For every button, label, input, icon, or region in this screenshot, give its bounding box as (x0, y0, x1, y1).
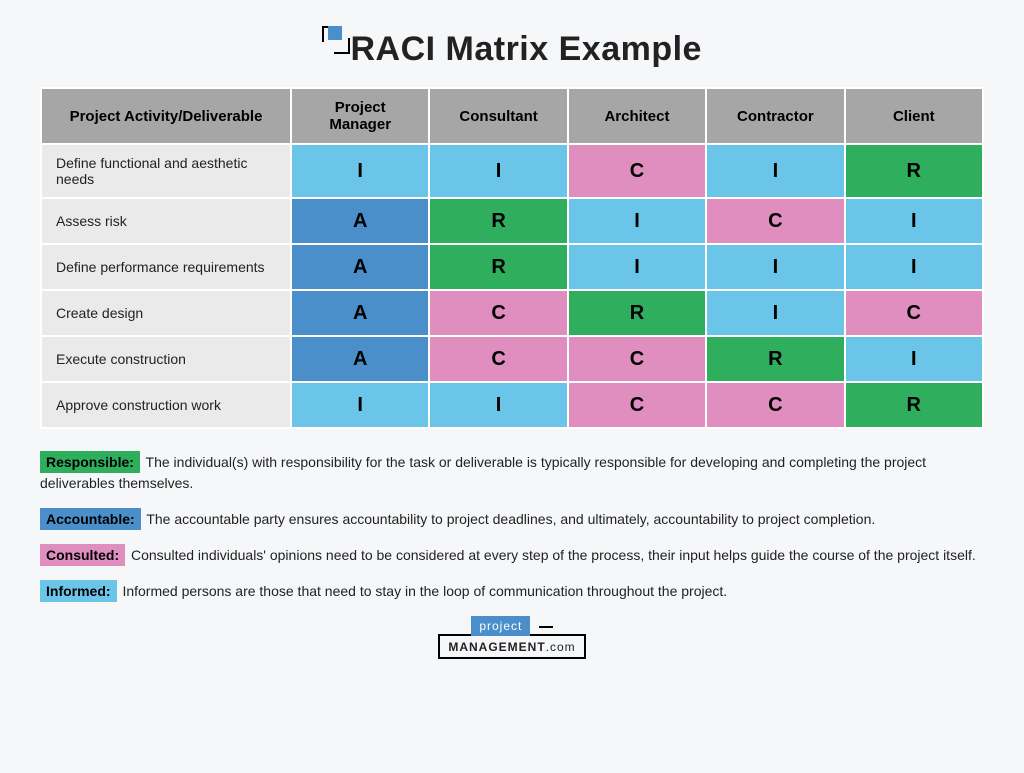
legend-item: Responsible: The individual(s) with resp… (40, 451, 984, 494)
legend-text: Informed persons are those that need to … (119, 583, 728, 599)
col-header-role: Architect (568, 88, 706, 144)
activity-cell: Create design (41, 290, 291, 336)
legend-tag: Informed: (40, 580, 117, 602)
legend-item: Informed: Informed persons are those tha… (40, 580, 984, 602)
legend-tag: Responsible: (40, 451, 140, 473)
raci-cell: C (568, 336, 706, 382)
raci-cell: C (845, 290, 983, 336)
raci-cell: A (291, 336, 429, 382)
raci-cell: R (429, 244, 567, 290)
raci-cell: C (429, 290, 567, 336)
raci-cell: I (706, 290, 844, 336)
logo-bottom-text: MANAGEMENT.com (438, 634, 585, 659)
legend-item: Consulted: Consulted individuals' opinio… (40, 544, 984, 566)
raci-cell: R (845, 144, 983, 198)
raci-cell: A (291, 198, 429, 244)
col-header-role: Contractor (706, 88, 844, 144)
raci-cell: I (845, 198, 983, 244)
table-row: Define functional and aesthetic needsIIC… (41, 144, 983, 198)
raci-cell: I (429, 382, 567, 428)
raci-cell: I (706, 244, 844, 290)
raci-cell: I (845, 244, 983, 290)
logo-top-text: project (471, 616, 530, 636)
activity-cell: Define performance requirements (41, 244, 291, 290)
raci-cell: C (706, 382, 844, 428)
raci-cell: I (568, 244, 706, 290)
col-header-role: Consultant (429, 88, 567, 144)
activity-cell: Execute construction (41, 336, 291, 382)
raci-cell: I (706, 144, 844, 198)
table-row: Assess riskARICI (41, 198, 983, 244)
activity-cell: Approve construction work (41, 382, 291, 428)
table-header-row: Project Activity/DeliverableProject Mana… (41, 88, 983, 144)
activity-cell: Assess risk (41, 198, 291, 244)
legend-tag: Accountable: (40, 508, 141, 530)
legend: Responsible: The individual(s) with resp… (40, 451, 984, 602)
page-title: RACI Matrix Example (350, 30, 702, 69)
col-header-activity: Project Activity/Deliverable (41, 88, 291, 144)
raci-cell: I (845, 336, 983, 382)
raci-cell: I (568, 198, 706, 244)
raci-cell: C (706, 198, 844, 244)
raci-cell: R (845, 382, 983, 428)
legend-text: The accountable party ensures accountabi… (143, 511, 876, 527)
activity-cell: Define functional and aesthetic needs (41, 144, 291, 198)
raci-cell: I (291, 382, 429, 428)
col-header-role: Project Manager (291, 88, 429, 144)
legend-text: Consulted individuals' opinions need to … (127, 547, 976, 563)
raci-cell: R (706, 336, 844, 382)
raci-cell: I (291, 144, 429, 198)
table-row: Define performance requirementsARIII (41, 244, 983, 290)
legend-tag: Consulted: (40, 544, 125, 566)
table-row: Create designACRIC (41, 290, 983, 336)
table-row: Execute constructionACCRI (41, 336, 983, 382)
raci-cell: C (568, 144, 706, 198)
legend-item: Accountable: The accountable party ensur… (40, 508, 984, 530)
raci-cell: C (429, 336, 567, 382)
raci-cell: A (291, 290, 429, 336)
table-row: Approve construction workIICCR (41, 382, 983, 428)
raci-cell: I (429, 144, 567, 198)
footer-logo: project MANAGEMENT.com (40, 616, 984, 659)
col-header-role: Client (845, 88, 983, 144)
raci-cell: C (568, 382, 706, 428)
table-body: Define functional and aesthetic needsIIC… (41, 144, 983, 428)
raci-cell: R (429, 198, 567, 244)
raci-cell: R (568, 290, 706, 336)
raci-table: Project Activity/DeliverableProject Mana… (40, 87, 984, 429)
title-decorative-mark (322, 26, 350, 54)
logo-dash-icon (539, 626, 553, 628)
raci-cell: A (291, 244, 429, 290)
legend-text: The individual(s) with responsibility fo… (40, 454, 926, 491)
title-block: RACI Matrix Example (40, 30, 984, 69)
